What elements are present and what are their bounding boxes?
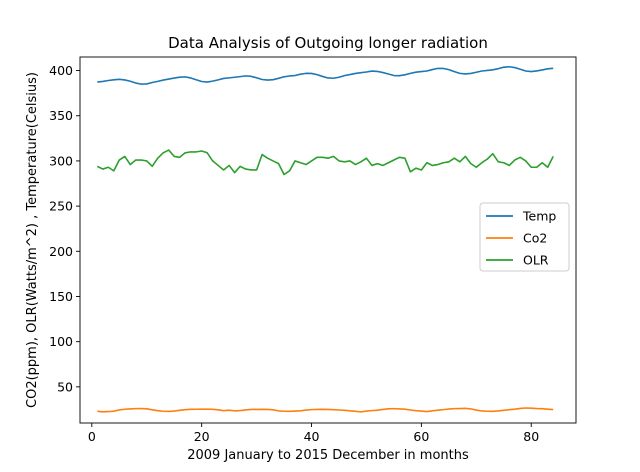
legend: Temp Co2 OLR <box>479 202 570 272</box>
y-tick-label: 250 <box>49 199 73 214</box>
y-tick-label: 50 <box>57 379 73 394</box>
y-tick-label: 100 <box>49 334 73 349</box>
y-tick-label: 400 <box>49 63 73 78</box>
axes-frame <box>79 56 577 424</box>
series-line-co2 <box>97 407 554 413</box>
x-tick-label: 0 <box>88 429 96 444</box>
series-line-temp <box>97 65 554 85</box>
legend-label-co2: Co2 <box>523 231 547 246</box>
y-axis-title: CO2(ppm), OLR(Watts/m^2) , Temperature(C… <box>25 72 40 408</box>
x-tick-label: 40 <box>304 429 320 444</box>
x-axis-title: 2009 January to 2015 December in months <box>187 448 469 463</box>
y-tick-label: 150 <box>49 289 73 304</box>
legend-label-temp: Temp <box>522 209 556 224</box>
series-line-olr <box>96 149 554 176</box>
legend-label-olr: OLR <box>523 253 549 268</box>
y-tick-label: 300 <box>49 153 73 168</box>
chart-title: Data Analysis of Outgoing longer radiati… <box>168 34 488 52</box>
y-tick-label: 350 <box>49 108 73 123</box>
x-tick-label: 60 <box>413 429 429 444</box>
legend-box <box>479 202 570 272</box>
x-tick-label: 20 <box>194 429 210 444</box>
y-tick-label: 200 <box>49 244 73 259</box>
x-tick-label: 80 <box>523 429 539 444</box>
